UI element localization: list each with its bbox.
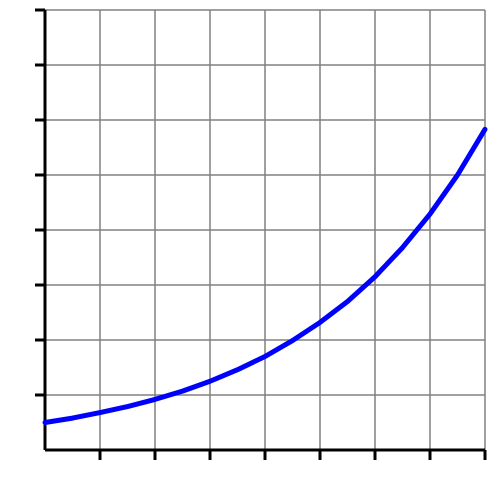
exponential-curve-chart [0, 0, 500, 500]
axes-and-ticks [35, 10, 485, 460]
